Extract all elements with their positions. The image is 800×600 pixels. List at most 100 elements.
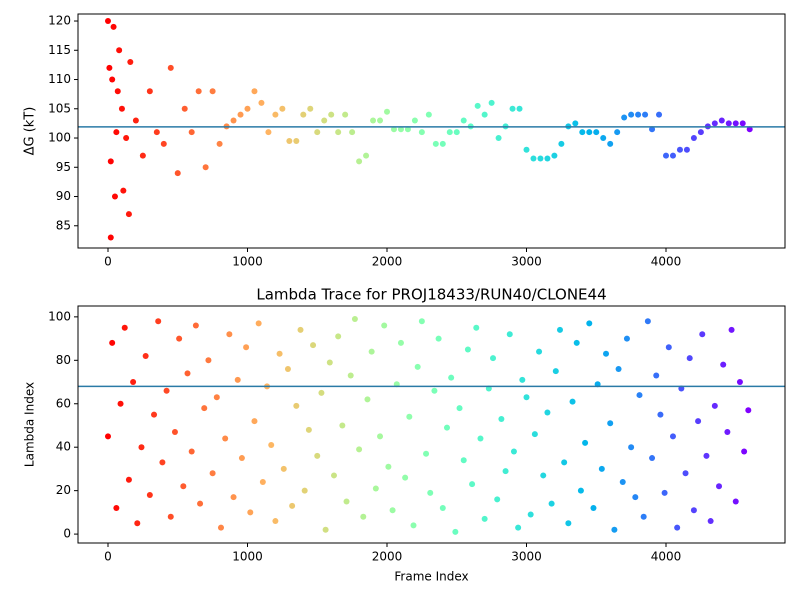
point <box>258 99 265 106</box>
point <box>669 433 676 440</box>
point <box>318 389 325 396</box>
point <box>586 129 593 136</box>
point <box>460 457 467 464</box>
point <box>349 129 356 136</box>
point <box>113 505 120 512</box>
point <box>202 164 209 171</box>
point <box>531 431 538 438</box>
point <box>364 396 371 403</box>
point <box>217 524 224 531</box>
point <box>159 459 166 466</box>
point <box>125 476 132 483</box>
point <box>649 126 656 133</box>
point <box>579 129 586 136</box>
point <box>509 105 516 112</box>
point <box>494 496 501 503</box>
point <box>663 152 670 159</box>
point <box>192 322 199 329</box>
point <box>265 129 272 136</box>
point <box>138 444 145 451</box>
point <box>107 158 114 165</box>
point <box>498 415 505 422</box>
point <box>279 105 286 112</box>
point <box>573 339 580 346</box>
point <box>310 342 317 349</box>
point <box>188 129 195 136</box>
point <box>356 158 363 165</box>
point <box>238 455 245 462</box>
point <box>682 470 689 477</box>
point <box>690 135 697 142</box>
y-axis-label: Lambda Index <box>23 382 37 467</box>
point <box>614 129 621 136</box>
point <box>326 359 333 366</box>
point <box>724 428 731 435</box>
point <box>477 435 484 442</box>
point <box>640 513 647 520</box>
point <box>272 111 279 118</box>
point <box>118 105 125 112</box>
y-tick-label: 60 <box>56 396 71 410</box>
point <box>111 193 118 200</box>
point <box>293 402 300 409</box>
point <box>572 120 579 127</box>
point <box>593 129 600 136</box>
point <box>377 117 384 124</box>
point <box>644 318 651 325</box>
x-tick-label: 3000 <box>511 550 542 564</box>
point <box>690 507 697 514</box>
point <box>146 88 153 95</box>
point <box>125 211 132 218</box>
point <box>741 448 748 455</box>
point <box>167 64 174 71</box>
point <box>251 418 258 425</box>
point <box>307 105 314 112</box>
point <box>720 361 727 368</box>
point <box>628 444 635 451</box>
point <box>569 398 576 405</box>
point <box>201 405 208 412</box>
y-tick-label: 105 <box>48 101 71 115</box>
point <box>552 368 559 375</box>
x-tick-label: 2000 <box>372 550 403 564</box>
point <box>117 400 124 407</box>
point <box>247 509 254 516</box>
point <box>619 478 626 485</box>
point <box>104 433 111 440</box>
point <box>711 402 718 409</box>
point <box>582 439 589 446</box>
x-axis-label: Frame Index <box>394 570 468 584</box>
point <box>230 494 237 501</box>
point <box>237 111 244 118</box>
point <box>718 117 725 124</box>
y-tick-label: 110 <box>48 72 71 86</box>
point <box>642 111 649 118</box>
y-tick-label: 80 <box>56 353 71 367</box>
point <box>530 155 537 162</box>
point <box>544 155 551 162</box>
point <box>356 446 363 453</box>
point <box>632 494 639 501</box>
point <box>255 320 262 327</box>
point <box>328 111 335 118</box>
point <box>703 452 710 459</box>
point <box>385 463 392 470</box>
point <box>130 379 137 386</box>
point <box>676 146 683 153</box>
point <box>121 324 128 331</box>
point <box>343 498 350 505</box>
point <box>268 442 275 449</box>
point <box>728 326 735 333</box>
point <box>502 468 509 475</box>
point <box>120 187 127 194</box>
point <box>473 324 480 331</box>
x-tick-label: 4000 <box>651 255 682 269</box>
point <box>418 318 425 325</box>
point <box>213 394 220 401</box>
point <box>607 420 614 427</box>
point <box>383 108 390 115</box>
point <box>537 155 544 162</box>
point <box>506 331 513 338</box>
point <box>406 413 413 420</box>
x-tick-label: 0 <box>104 255 112 269</box>
